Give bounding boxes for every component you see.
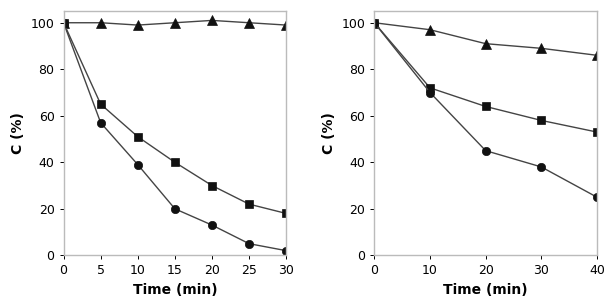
Y-axis label: C (%): C (%) xyxy=(322,112,336,154)
X-axis label: Time (min): Time (min) xyxy=(444,283,528,297)
X-axis label: Time (min): Time (min) xyxy=(132,283,217,297)
Y-axis label: C (%): C (%) xyxy=(11,112,25,154)
